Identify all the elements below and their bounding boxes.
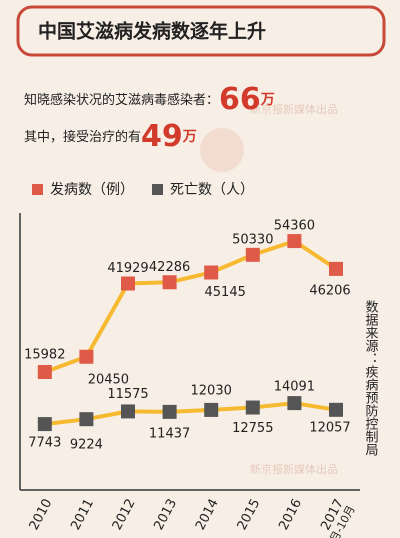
x-tick-label: 2013 <box>151 496 180 532</box>
watermark: 新京报新媒体出品 <box>250 462 338 476</box>
data-point <box>245 247 260 262</box>
data-label: 14091 <box>274 380 315 395</box>
data-point <box>162 404 177 419</box>
legend-label: 死亡数（人） <box>170 182 254 198</box>
legend-swatch <box>152 184 163 195</box>
stat-unit: 万 <box>260 92 275 108</box>
stat-line: 知晓感染状况的艾滋病毒感染者：66万 <box>24 82 275 117</box>
data-label: 12030 <box>191 383 232 398</box>
stat-label: 其中，接受治疗的有 <box>24 129 141 145</box>
data-point <box>204 402 219 417</box>
data-point <box>245 400 260 415</box>
data-point <box>37 417 52 432</box>
data-label: 54360 <box>274 219 315 234</box>
data-label: 11575 <box>107 387 148 402</box>
stat-line: 其中，接受治疗的有49万 <box>24 119 197 154</box>
x-tick-label: 20171月-10月 <box>311 496 357 538</box>
data-point <box>329 261 343 276</box>
x-tick-label: 2014 <box>193 496 222 532</box>
data-label: 50330 <box>232 232 273 247</box>
data-point <box>121 276 135 291</box>
data-label: 46206 <box>309 283 350 298</box>
stat-label: 知晓感染状况的艾滋病毒感染者： <box>24 92 219 108</box>
data-label: 12755 <box>232 421 273 436</box>
data-label: 15982 <box>24 348 65 363</box>
decoration <box>200 128 244 172</box>
data-point <box>37 365 52 380</box>
title-box <box>16 5 386 57</box>
data-point <box>79 349 94 364</box>
stat-value: 49 <box>141 119 183 154</box>
data-point <box>121 404 135 419</box>
source: 数据来源：疾病预防控制局 <box>363 300 379 456</box>
x-tick-label: 2010 <box>27 496 56 532</box>
data-point <box>287 234 302 249</box>
stat-value: 66 <box>219 82 261 117</box>
x-tick-label: 2016 <box>276 496 305 532</box>
data-point <box>329 402 343 417</box>
watermark: 新京报新媒体出品 <box>250 102 338 116</box>
data-label: 20450 <box>88 372 129 387</box>
data-label: 41929 <box>107 261 148 276</box>
stat-unit: 万 <box>182 129 197 145</box>
legend-swatch <box>32 184 43 195</box>
data-point <box>162 275 177 290</box>
data-point <box>287 396 302 411</box>
x-tick-label: 2012 <box>110 496 139 532</box>
x-tick-label: 2011 <box>68 496 97 532</box>
data-label: 11437 <box>149 426 190 441</box>
data-label: 42286 <box>149 260 190 275</box>
title: 中国艾滋病发病数逐年上升 <box>38 20 266 43</box>
data-label: 9224 <box>70 438 103 453</box>
data-label: 7743 <box>28 436 61 451</box>
data-label: 45145 <box>205 285 246 300</box>
data-label: 12057 <box>309 420 350 435</box>
x-tick-label: 2015 <box>235 496 264 532</box>
legend-label: 发病数（例） <box>50 182 134 198</box>
data-point <box>79 412 94 427</box>
data-point <box>204 265 219 280</box>
